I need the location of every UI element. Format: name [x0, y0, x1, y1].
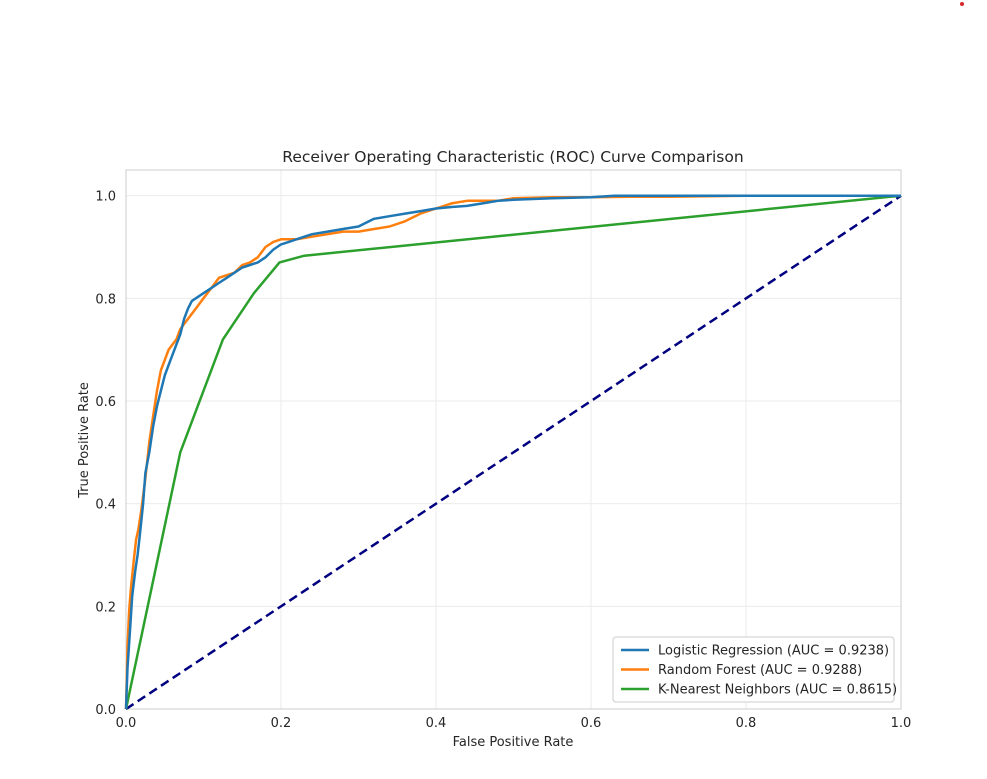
- x-tick-label: 0.4: [426, 716, 447, 731]
- x-tick-labels: 0.0 0.2 0.4 0.6 0.8 1.0: [116, 716, 912, 731]
- y-tick-label: 0.0: [95, 703, 116, 718]
- y-axis-label: True Positive Rate: [77, 382, 92, 499]
- series-line: [124, 194, 902, 710]
- y-tick-label: 0.8: [95, 292, 116, 307]
- legend: Logistic Regression (AUC = 0.9238) Random…: [612, 636, 897, 703]
- x-axis-label: False Positive Rate: [453, 735, 574, 750]
- series-line: [124, 194, 901, 710]
- grid: [125, 170, 902, 710]
- x-tick-label: 1.0: [891, 716, 912, 731]
- y-tick-label: 0.6: [95, 395, 116, 410]
- x-tick-label: 0.0: [116, 716, 137, 731]
- series-layer: [124, 194, 902, 711]
- legend-box: [612, 636, 895, 703]
- marker-dot: [960, 2, 964, 6]
- x-tick-label: 0.6: [581, 716, 602, 731]
- legend-label: Logistic Regression (AUC = 0.9238): [658, 644, 889, 659]
- y-tick-label: 0.4: [95, 498, 116, 513]
- x-tick-label: 0.8: [736, 716, 757, 731]
- y-tick-label: 1.0: [95, 190, 116, 205]
- chart-title: Receiver Operating Characteristic (ROC) …: [282, 148, 743, 166]
- y-tick-label: 0.2: [95, 600, 116, 615]
- y-tick-labels: 0.0 0.2 0.4 0.6 0.8 1.0: [95, 190, 116, 718]
- legend-label: K-Nearest Neighbors (AUC = 0.8615): [658, 683, 897, 698]
- plot-frame: [125, 169, 902, 710]
- x-tick-label: 0.2: [271, 716, 292, 731]
- chance-diagonal-line: [125, 194, 902, 711]
- legend-label: Random Forest (AUC = 0.9288): [658, 663, 862, 678]
